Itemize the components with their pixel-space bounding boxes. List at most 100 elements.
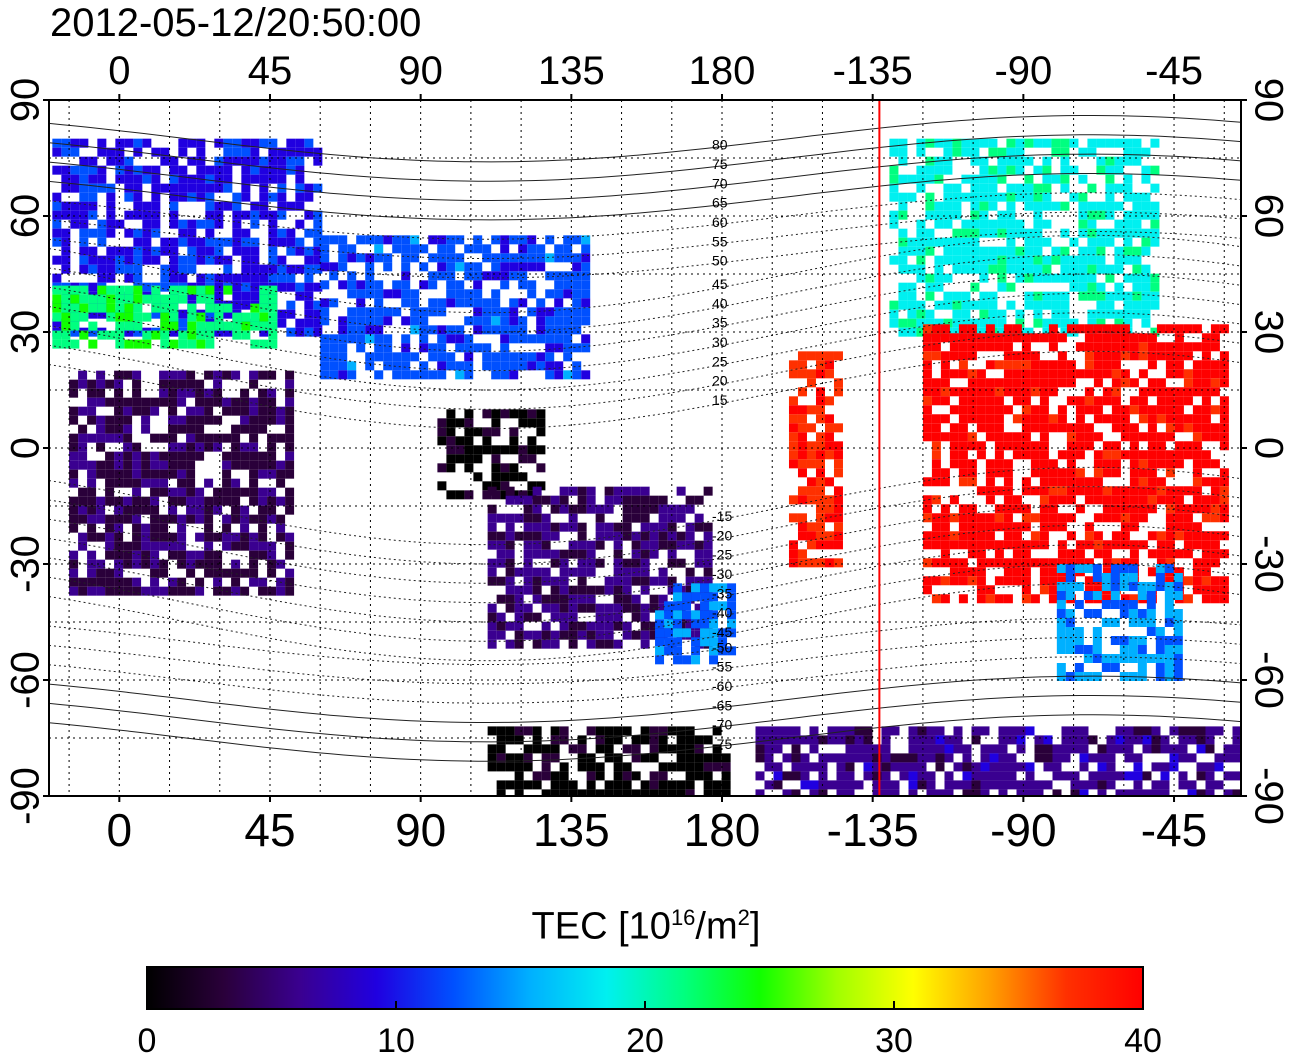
tec-cell	[428, 352, 438, 362]
tec-cell	[87, 469, 97, 479]
tec-cell	[953, 735, 963, 745]
tec-cell	[69, 406, 79, 416]
tec-cell	[1075, 486, 1085, 496]
tec-cell	[554, 361, 564, 371]
tec-cell	[1150, 138, 1160, 148]
tec-cell	[940, 468, 950, 478]
tec-cell	[259, 303, 269, 313]
tec-cell	[824, 360, 834, 370]
tec-cell	[464, 370, 474, 380]
tec-cell	[703, 576, 713, 586]
tec-cell	[365, 289, 375, 299]
tec-cell	[250, 246, 260, 256]
tec-cell	[1110, 582, 1120, 591]
tec-cell	[640, 585, 650, 595]
tec-cell	[1132, 138, 1142, 148]
tec-cell	[917, 726, 927, 736]
tec-cell	[1201, 477, 1211, 487]
tec-cell	[78, 577, 88, 587]
tec-cell	[1042, 264, 1052, 274]
tec-cell	[676, 735, 686, 745]
tec-cell	[365, 325, 375, 335]
tec-cell	[1138, 486, 1148, 496]
tec-cell	[581, 343, 591, 353]
tec-cell	[934, 138, 944, 148]
tec-cell	[249, 451, 259, 461]
tec-cell	[115, 285, 125, 295]
tec-cell	[1165, 324, 1175, 334]
tec-cell	[374, 253, 384, 263]
tec-cell	[985, 594, 995, 604]
tec-cell	[943, 165, 953, 175]
tec-cell	[150, 505, 160, 515]
tec-cell	[214, 201, 224, 211]
tec-cell	[998, 744, 1008, 754]
tec-cell	[1155, 573, 1165, 582]
tec-cell	[958, 387, 968, 397]
tec-cell	[168, 550, 178, 560]
tec-cell	[295, 174, 305, 184]
tec-cell	[958, 369, 968, 379]
tec-cell	[703, 558, 713, 568]
tec-cell	[782, 771, 792, 781]
tec-cell	[922, 342, 932, 352]
tec-cell	[286, 309, 296, 319]
tec-cell	[836, 771, 846, 781]
tec-cell	[1129, 486, 1139, 496]
tec-cell	[872, 771, 882, 781]
tec-cell	[286, 228, 296, 238]
tec-cell	[1111, 351, 1121, 361]
tec-cell	[1102, 549, 1112, 559]
tec-cell	[115, 174, 125, 184]
tec-cell	[105, 379, 115, 389]
tec-cell	[96, 379, 106, 389]
tec-cell	[1120, 522, 1130, 532]
y-left-tick-label: 60	[4, 194, 48, 239]
tec-cell	[1048, 594, 1058, 604]
tec-cell	[240, 541, 250, 551]
tec-cell	[970, 228, 980, 238]
tec-cell	[241, 138, 251, 148]
tec-cell	[1164, 672, 1174, 681]
tec-cell	[940, 378, 950, 388]
tec-cell	[976, 387, 986, 397]
tec-cell	[1155, 636, 1165, 645]
tec-cell	[971, 726, 981, 736]
tec-cell	[446, 280, 456, 290]
tec-cell	[523, 603, 533, 613]
tec-cell	[304, 228, 314, 238]
tec-cell	[123, 469, 133, 479]
tec-cell	[419, 262, 429, 272]
tec-cell	[791, 771, 801, 781]
tec-cell	[204, 568, 214, 578]
tec-cell	[61, 303, 71, 313]
tec-cell	[586, 771, 596, 781]
tec-cell	[473, 325, 483, 335]
tec-cell	[276, 433, 286, 443]
tec-cell	[703, 762, 713, 772]
tec-cell	[934, 255, 944, 265]
tec-cell	[922, 513, 932, 523]
tec-cell	[159, 586, 169, 596]
tec-cell	[581, 316, 591, 326]
tec-cell	[464, 334, 474, 344]
tec-cell	[545, 343, 555, 353]
tec-cell	[141, 523, 151, 533]
tec-cell	[979, 219, 989, 229]
tec-cell	[1088, 753, 1098, 763]
tec-cell	[976, 378, 986, 388]
tec-cell	[115, 165, 125, 175]
tec-cell	[970, 210, 980, 220]
tec-cell	[1039, 450, 1049, 460]
tec-cell	[1012, 531, 1022, 541]
tec-cell	[1174, 414, 1184, 424]
tec-cell	[1183, 531, 1193, 541]
tec-cell	[1033, 201, 1043, 211]
magnetic-latitude-label: 30	[712, 334, 728, 350]
tec-cell	[1093, 468, 1103, 478]
tec-cell	[1093, 495, 1103, 505]
tec-cell	[509, 370, 519, 380]
tec-cell	[1110, 564, 1120, 573]
tec-cell	[259, 327, 269, 337]
tec-cell	[500, 262, 510, 272]
